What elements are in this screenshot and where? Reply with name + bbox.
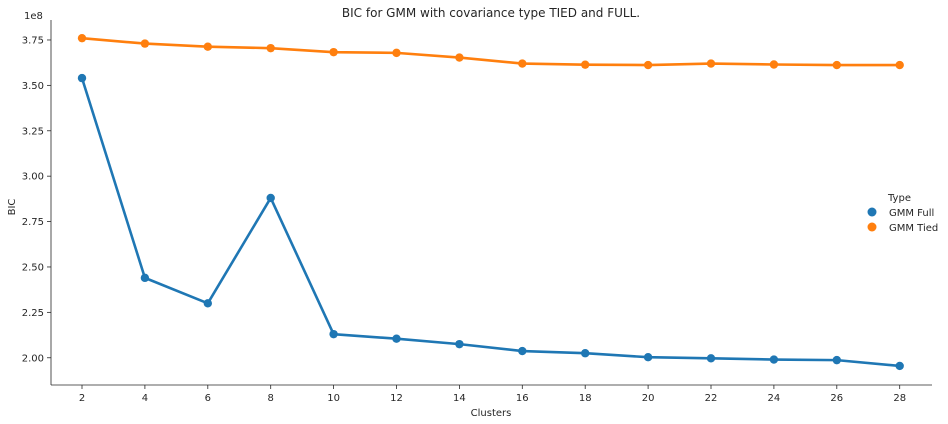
legend-marker-gmm-tied [867, 222, 877, 232]
data-point-gmm-full [329, 329, 338, 339]
data-point-gmm-tied [643, 60, 653, 70]
y-tick-label: 2.50 [22, 262, 44, 273]
data-point-gmm-tied [203, 42, 212, 51]
x-tick-label: 18 [579, 393, 592, 404]
x-tick-label: 8 [268, 393, 274, 404]
legend-label-gmm-tied: GMM Tied [889, 223, 938, 234]
data-point-gmm-full [455, 339, 464, 349]
data-point-gmm-full [203, 299, 212, 308]
data-point-gmm-full [518, 346, 527, 356]
y-axis: 2.00 2.25 2.50 2.75 3.00 3.25 3.50 3.75 [22, 35, 51, 364]
x-tick-label: 22 [705, 393, 718, 404]
y-tick-label: 2.00 [22, 353, 44, 364]
x-tick-label: 12 [390, 393, 403, 404]
data-point-gmm-full [581, 349, 590, 358]
data-point-gmm-tied [266, 43, 275, 53]
data-point-gmm-tied [455, 53, 464, 62]
legend-marker-gmm-full [867, 207, 877, 217]
series-line-gmm-tied [81, 36, 900, 67]
data-point-gmm-full [266, 193, 275, 203]
chart-title: BIC for GMM with covariance type TIED an… [342, 6, 640, 20]
data-point-gmm-tied [140, 39, 150, 48]
y-tick-label: 2.25 [22, 308, 44, 319]
data-point-gmm-tied [329, 47, 338, 57]
y-axis-label: BIC [7, 199, 18, 216]
data-point-gmm-full [895, 361, 904, 371]
data-point-gmm-full [706, 354, 716, 363]
data-point-gmm-full [77, 73, 87, 83]
data-point-gmm-tied [518, 59, 527, 68]
y-tick-label: 3.50 [22, 81, 44, 92]
x-tick-label: 28 [893, 393, 906, 404]
data-point-gmm-full [832, 355, 841, 365]
x-tick-label: 16 [516, 393, 529, 404]
data-point-gmm-tied [769, 60, 779, 69]
data-point-gmm-full [769, 355, 779, 364]
y-multiplier-label: 1e8 [24, 11, 43, 22]
y-tick-label: 3.00 [22, 172, 44, 183]
data-point-gmm-tied [77, 33, 87, 43]
data-point-gmm-full [140, 273, 150, 283]
x-tick-label: 10 [327, 393, 340, 404]
legend: Type GMM Full GMM Tied [867, 193, 938, 234]
x-axis-label: Clusters [471, 408, 512, 419]
data-point-gmm-full [392, 334, 401, 343]
x-tick-label: 26 [830, 393, 843, 404]
series-layer [77, 33, 904, 371]
y-tick-label: 3.75 [22, 35, 44, 46]
series-line-gmm-full [80, 77, 900, 368]
y-tick-label: 2.75 [22, 217, 44, 228]
y-tick-label: 3.25 [22, 126, 44, 137]
x-tick-label: 20 [642, 393, 655, 404]
data-point-gmm-tied [832, 60, 841, 70]
x-tick-label: 24 [768, 393, 781, 404]
x-tick-label: 2 [79, 393, 85, 404]
data-point-gmm-tied [706, 59, 716, 68]
x-axis: 2 4 6 8 10 12 14 16 18 20 22 24 26 28 [79, 385, 906, 404]
data-point-gmm-tied [581, 60, 590, 69]
data-point-gmm-tied [392, 48, 401, 58]
x-tick-label: 4 [142, 393, 148, 404]
legend-title: Type [887, 193, 911, 204]
data-point-gmm-full [643, 353, 653, 362]
data-point-gmm-tied [895, 60, 904, 70]
x-tick-label: 14 [453, 393, 466, 404]
legend-label-gmm-full: GMM Full [889, 208, 934, 219]
x-tick-label: 6 [205, 393, 211, 404]
